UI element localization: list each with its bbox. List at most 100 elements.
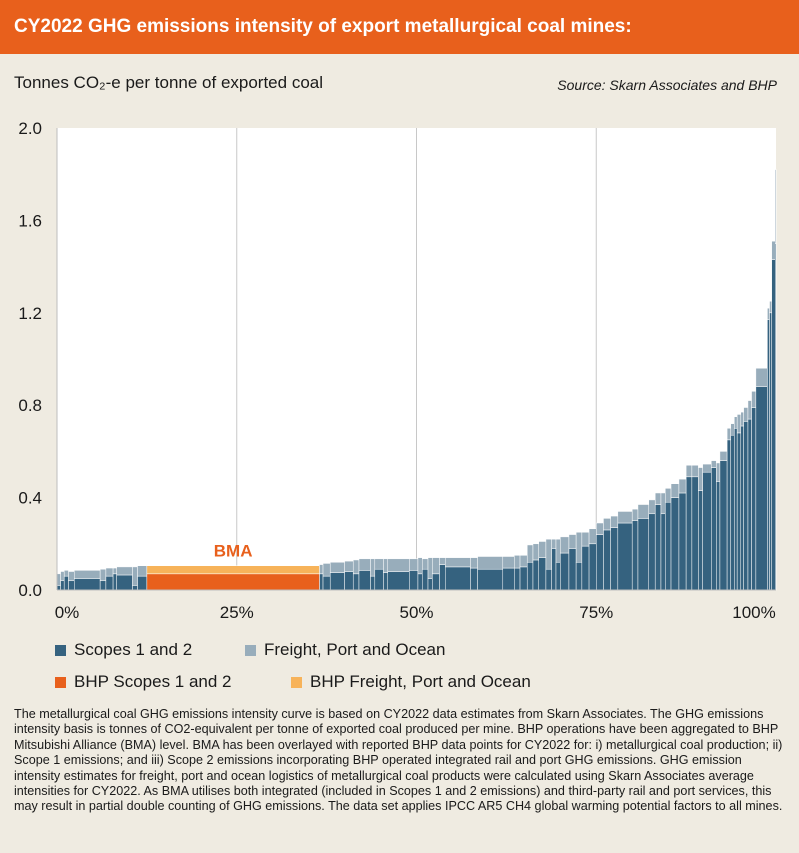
x-tick-label: 100% [732,603,775,622]
mine-scopes-bar [767,319,770,591]
legend-item-scopes: Scopes 1 and 2 [55,640,192,660]
mine-scopes-bar [743,421,749,591]
mine-scopes-bar [417,573,423,591]
mine-freight-bar [743,407,749,422]
axes: BMA 0.0 0.4 0.8 1.2 1.6 2.0 0% 25% 50% 75% 100% [18,119,776,622]
mine-scopes-bar [702,471,712,591]
mine-scopes-bar [730,434,735,591]
mine-scopes-bar [409,570,419,591]
bars [56,169,777,591]
mine-scopes-bar [68,580,75,591]
mine-freight-bar [132,566,138,586]
mine-freight-bar [116,566,133,576]
mine-freight-bar [555,538,561,563]
mine-freight-bar [678,478,687,494]
mine-freight-bar [545,538,552,570]
mine-scopes-bar [685,476,693,591]
legend-swatch-bhp-scopes [55,676,66,688]
mine-scopes-bar [560,552,570,591]
mine-scopes-bar [374,568,384,591]
mine-freight-bar [747,400,752,420]
mine-freight-bar [719,451,728,461]
mine-scopes-bar [769,312,772,591]
mine-scopes-bar [719,460,728,591]
mine-freight-bar [660,492,666,515]
mine-scopes-bar [514,567,521,591]
x-tick-label: 75% [579,603,613,622]
mine-freight-bar [775,169,777,244]
mine-scopes-bar [105,575,114,591]
mine-scopes-bar [74,578,101,591]
legend-label-bhp-scopes: BHP Scopes 1 and 2 [74,672,232,691]
mine-freight-bar [417,557,423,575]
mine-scopes-bar [470,567,478,591]
mine-scopes-bar [588,543,597,591]
mine-scopes-bar [519,566,528,591]
mine-scopes-bar [581,545,590,591]
mine-freight-bar [74,570,101,579]
mine-freight-bar [532,543,539,561]
mine-freight-bar [769,301,772,314]
mine-freight-bar [698,467,703,491]
legend-item-bhp-freight: BHP Freight, Port and Ocean [291,672,531,692]
mine-scopes-bar [99,580,107,591]
mine-scopes-bar [716,481,721,591]
mine-freight-bar [702,463,712,473]
mine-scopes-bar [116,574,133,591]
mine-freight-bar [370,558,376,577]
mine-scopes-bar [755,386,768,591]
mine-freight-bar [445,557,471,568]
mine-freight-bar [730,423,735,436]
mine-scopes-bar [660,513,666,591]
mine-scopes-bar [691,476,699,591]
mine-scopes-bar [568,548,577,591]
mine-freight-bar [63,570,69,577]
mine-scopes-bar [319,573,324,591]
mine-scopes-bar [477,568,504,591]
mine-scopes-bar [387,571,410,591]
mine-scopes-bar [740,425,744,591]
mine-freight-bar [575,532,583,563]
mine-scopes-bar [751,407,757,591]
mine-freight-bar [329,562,345,573]
mine-scopes-bar [132,585,138,591]
mine-scopes-bar [60,580,65,591]
y-tick-label: 0.8 [18,396,42,415]
mine-scopes-bar [137,575,148,591]
legend-label-bhp-freight: BHP Freight, Port and Ocean [310,672,531,691]
mine-freight-bar [568,534,577,549]
mine-scopes-bar [648,513,656,591]
mine-freight-bar [740,411,744,427]
legend-label-scopes: Scopes 1 and 2 [74,640,193,659]
mine-freight-bar [603,518,611,531]
mine-scopes-bar [747,418,752,591]
mine-scopes-bar [711,467,717,591]
mine-scopes-bar [726,439,731,591]
mine-scopes-bar [329,572,345,591]
mine-freight-bar [596,522,604,535]
mine-scopes-bar [427,578,433,591]
mine-scopes-bar [654,504,662,591]
mine-scopes-bar [432,573,440,591]
mine-freight-bar [112,567,117,575]
mine-freight-bar [617,511,633,524]
mine-freight-bar [439,557,446,565]
mine-freight-bar [105,567,114,577]
mine-freight-bar [685,465,693,478]
mine-scopes-bar [698,490,703,591]
mine-scopes-bar [631,520,639,591]
mine-freight-bar [711,460,717,468]
mine-scopes-bar [551,548,557,591]
mine-freight-bar [409,558,419,571]
mine-freight-bar [427,557,433,579]
mine-freight-bar [691,465,699,478]
mine-freight-bar [322,563,331,577]
mine-freight-bar [670,483,680,498]
mine-freight-bar [716,462,721,482]
mine-freight-bar [387,558,410,572]
legend-item-bhp-scopes: BHP Scopes 1 and 2 [55,672,232,692]
mine-scopes-bar [678,492,687,591]
y-tick-label: 0.4 [18,489,42,508]
mine-freight-bar [588,528,597,545]
bma-scopes-bar [146,573,320,591]
